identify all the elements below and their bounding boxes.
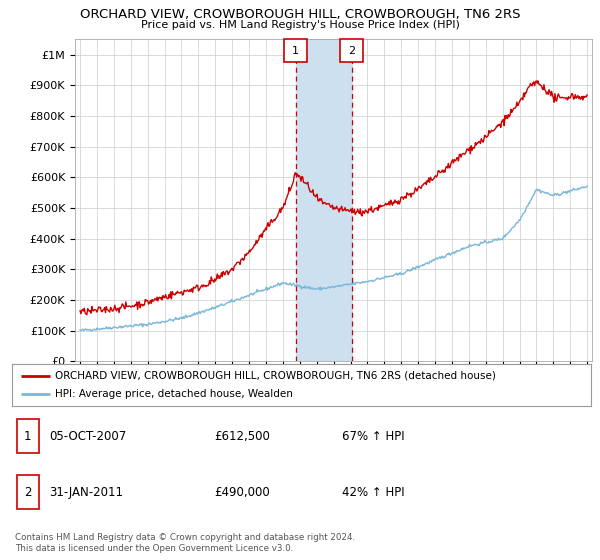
FancyBboxPatch shape [17,475,38,509]
Text: Contains HM Land Registry data © Crown copyright and database right 2024.
This d: Contains HM Land Registry data © Crown c… [15,533,355,553]
Text: 2: 2 [348,45,355,55]
Text: 31-JAN-2011: 31-JAN-2011 [50,486,124,499]
Text: 42% ↑ HPI: 42% ↑ HPI [342,486,404,499]
Text: £490,000: £490,000 [215,486,271,499]
FancyBboxPatch shape [17,419,38,453]
Text: 2: 2 [24,486,31,499]
Text: 05-OCT-2007: 05-OCT-2007 [50,430,127,443]
Text: 1: 1 [24,430,31,443]
Text: 1: 1 [292,45,299,55]
Text: 67% ↑ HPI: 67% ↑ HPI [342,430,404,443]
Text: Price paid vs. HM Land Registry's House Price Index (HPI): Price paid vs. HM Land Registry's House … [140,20,460,30]
Bar [296,39,352,361]
Text: ORCHARD VIEW, CROWBOROUGH HILL, CROWBOROUGH, TN6 2RS: ORCHARD VIEW, CROWBOROUGH HILL, CROWBORO… [80,8,520,21]
Text: ORCHARD VIEW, CROWBOROUGH HILL, CROWBOROUGH, TN6 2RS (detached house): ORCHARD VIEW, CROWBOROUGH HILL, CROWBORO… [55,371,496,381]
Text: £612,500: £612,500 [215,430,271,443]
Text: HPI: Average price, detached house, Wealden: HPI: Average price, detached house, Weal… [55,389,293,399]
